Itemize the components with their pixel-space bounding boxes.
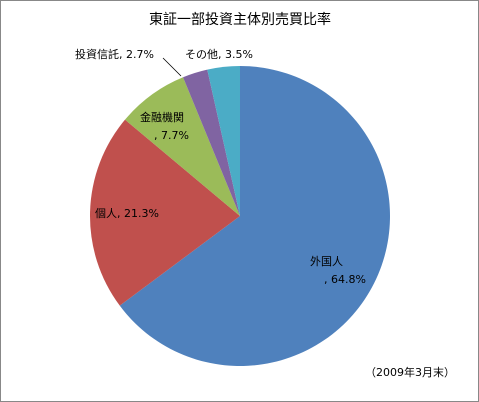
- label-value: , 21.3%: [117, 207, 159, 220]
- label-value: , 64.8%: [324, 273, 366, 286]
- label-value: , 3.5%: [218, 48, 253, 61]
- chart-title: 東証一部投資主体別売買比率: [149, 11, 331, 28]
- data-label: その他, 3.5%: [185, 48, 253, 61]
- data-label: 個人, 21.3%: [95, 207, 159, 220]
- data-label: 外国人 , 64.8%: [310, 255, 366, 286]
- pie-slice: [89, 119, 240, 306]
- label-category: 外国人: [310, 255, 343, 268]
- pie-slice: [207, 66, 240, 216]
- label-value: , 2.7%: [119, 48, 154, 61]
- label-category: 個人: [95, 207, 117, 220]
- data-label: 投資信託, 2.7%: [75, 47, 154, 61]
- leader-line: [162, 57, 182, 77]
- label-category: 投資信託: [75, 47, 119, 61]
- label-category: 金融機関: [140, 110, 184, 124]
- pie-slice: [119, 66, 390, 367]
- note: （2009年3月末）: [365, 365, 455, 379]
- data-label: 金融機関 , 7.7%: [140, 110, 189, 142]
- pie-slice: [183, 69, 240, 216]
- label-category: その他: [185, 48, 218, 61]
- pie-slice: [125, 77, 240, 216]
- label-value: , 7.7%: [154, 129, 189, 142]
